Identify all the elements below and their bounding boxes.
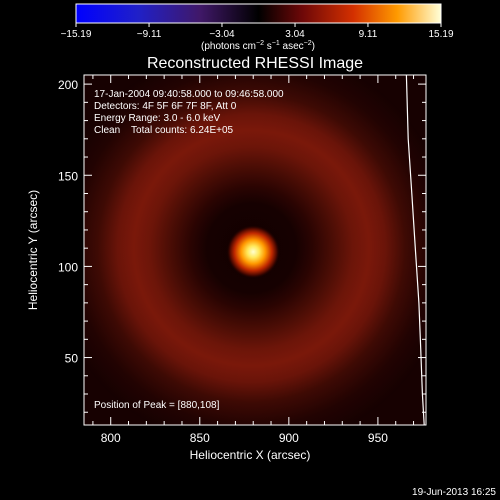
colorbar: [75, 3, 442, 24]
colorbar-tick-label: 15.19: [428, 29, 453, 40]
solar-limb-curve: [405, 75, 425, 425]
y-axis-ticks: 50 100 150 200: [58, 78, 426, 413]
annotation-total-counts: Clean Total counts: 6.24E+05: [94, 125, 234, 136]
y-tick-label: 200: [58, 78, 78, 92]
colorbar-tick-label: 9.11: [359, 29, 378, 40]
annotation-detectors: Detectors: 4F 5F 6F 7F 8F, Att 0: [94, 101, 237, 112]
colorbar-ticks: −15.19 −9.11 −3.04 3.04 9.11 15.19: [61, 23, 454, 40]
colorbar-tick-label: 3.04: [285, 29, 305, 40]
annotation-energy-range: Energy Range: 3.0 - 6.0 keV: [94, 113, 221, 124]
x-tick-label: 850: [190, 431, 210, 445]
annotation-time-range: 17-Jan-2004 09:40:58.000 to 09:46:58.000: [94, 89, 284, 100]
y-tick-label: 50: [65, 352, 79, 366]
timestamp: 19-Jun-2013 16:25: [412, 487, 496, 498]
plot-frame: [83, 74, 427, 426]
x-axis-ticks: 800 850 900 950: [92, 75, 415, 445]
info-annotations: 17-Jan-2004 09:40:58.000 to 09:46:58.000…: [94, 89, 284, 411]
x-axis-label: Heliocentric X (arcsec): [190, 448, 311, 462]
x-tick-label: 800: [101, 431, 121, 445]
colorbar-unit-label: (photons cm−2 s−1 asec−2): [201, 40, 315, 52]
colorbar-tick-label: −15.19: [61, 29, 92, 40]
y-tick-label: 150: [58, 169, 78, 183]
peak-source: [226, 225, 280, 279]
annotation-peak-position: Position of Peak = [880,108]: [94, 400, 220, 411]
x-tick-label: 900: [279, 431, 299, 445]
y-axis-label: Heliocentric Y (arcsec): [26, 190, 40, 310]
colorbar-tick-label: −9.11: [137, 29, 162, 40]
image-area: [84, 75, 426, 425]
colorbar-tick-label: −3.04: [209, 29, 235, 40]
y-tick-label: 100: [58, 260, 78, 274]
x-tick-label: 950: [368, 431, 388, 445]
chart-title: Reconstructed RHESSI Image: [147, 55, 363, 72]
